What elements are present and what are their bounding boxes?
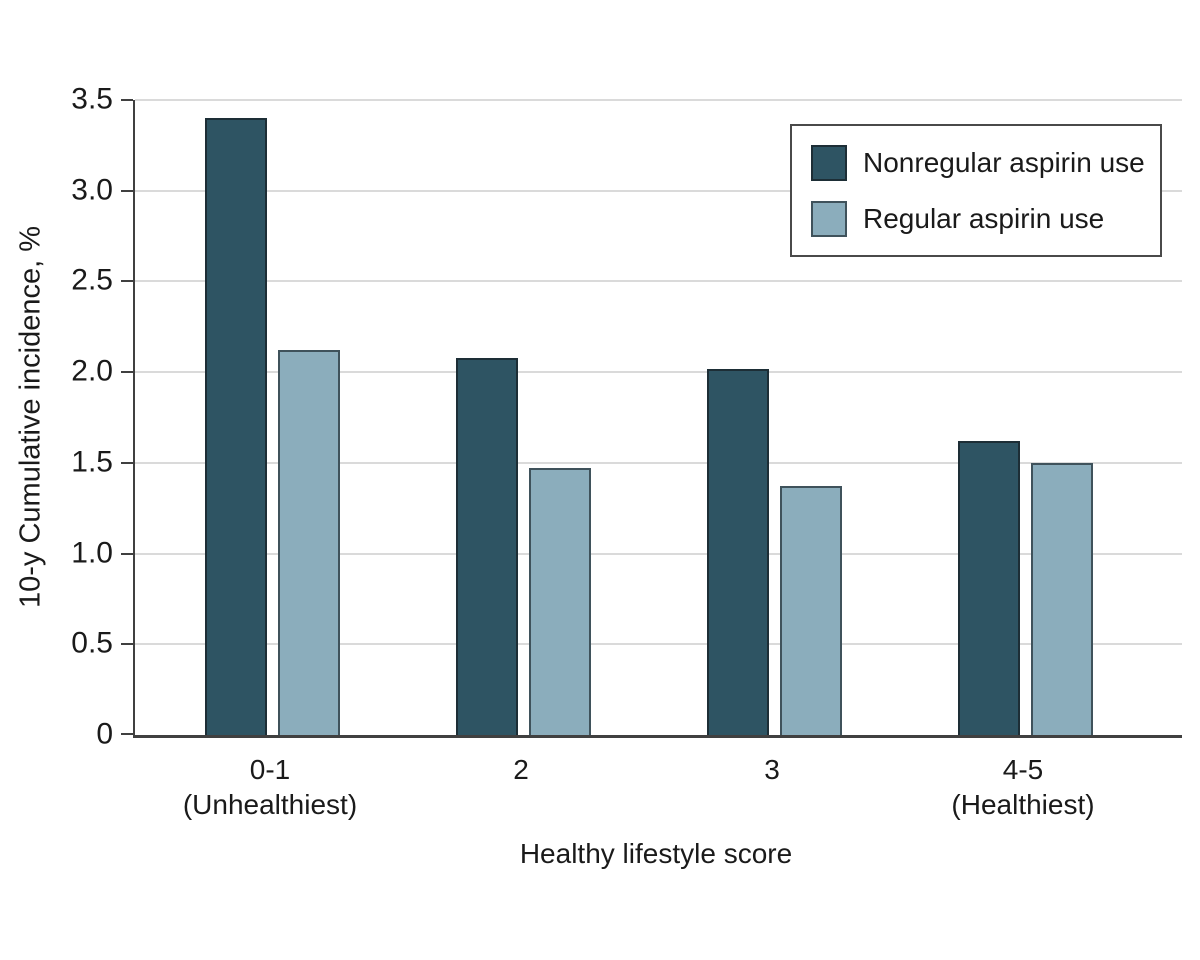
x-category-label-3: 3 — [764, 752, 780, 787]
bar-nonregular-0-1 — [204, 118, 267, 735]
bar-regular-4-5 — [1030, 462, 1093, 735]
y-tick-label-2.5: 2.5 — [71, 263, 113, 297]
bar-regular-3 — [779, 486, 842, 735]
bar-nonregular-2 — [455, 357, 518, 735]
x-tick-label-4-5: 4-5 — [1002, 754, 1044, 785]
x-tick-label-2: 2 — [513, 754, 529, 785]
x-tick-sublabel-4-5: (Healthiest) — [951, 789, 1095, 820]
y-tick-3.5 — [121, 99, 133, 101]
x-axis-title: Healthy lifestyle score — [519, 838, 793, 869]
y-tick-label-2.0: 2.0 — [71, 354, 113, 388]
gridline-3.0 — [135, 189, 1182, 192]
gridline-2.5 — [135, 280, 1182, 283]
x-tick-label-0-1: 0-1 — [249, 754, 291, 785]
y-tick-1.0 — [121, 552, 133, 555]
x-category-label-4-5: 4-5 (Healthiest) — [951, 752, 1094, 822]
y-tick-label-1.0: 1.0 — [71, 535, 113, 569]
legend-swatch-regular — [811, 200, 847, 237]
gridline-1.5 — [135, 461, 1182, 464]
y-tick-label-0.5: 0.5 — [71, 626, 113, 660]
legend-box: Nonregular aspirin use Regular aspirin u… — [790, 124, 1162, 257]
y-tick-0.5 — [121, 643, 133, 646]
x-category-label-2: 2 — [513, 752, 529, 787]
y-tick-0 — [121, 733, 133, 735]
legend-item-nonregular: Nonregular aspirin use — [811, 144, 1160, 181]
bar-nonregular-4-5 — [957, 441, 1020, 735]
y-axis-title: 10-y Cumulative incidence, % — [14, 225, 47, 609]
x-tick-sublabel-0-1: (Unhealthiest) — [182, 789, 358, 820]
legend-item-regular: Regular aspirin use — [811, 200, 1160, 237]
x-category-label-0-1: 0-1 (Unhealthiest) — [183, 752, 357, 822]
legend-swatch-nonregular — [811, 144, 847, 181]
plot-area: 0 0.5 1.0 1.5 2.0 2.5 3.0 3.5 — [71, 84, 1182, 749]
gridline-2.0 — [135, 371, 1182, 374]
y-tick-label-3.5: 3.5 — [71, 82, 113, 116]
y-tick-label-1.5: 1.5 — [71, 445, 113, 479]
legend-label-nonregular: Nonregular aspirin use — [863, 146, 1145, 178]
gridline-0.5 — [135, 643, 1182, 646]
x-tick-label-3: 3 — [764, 754, 780, 785]
legend-label-regular: Regular aspirin use — [863, 202, 1105, 234]
gridline-3.5 — [135, 99, 1182, 101]
y-tick-label-0: 0 — [96, 717, 113, 751]
bar-regular-0-1 — [277, 350, 340, 735]
y-tick-2.0 — [121, 371, 133, 374]
bar-nonregular-3 — [706, 368, 769, 735]
y-tick-3.0 — [121, 189, 133, 192]
gridline-1.0 — [135, 552, 1182, 555]
y-tick-1.5 — [121, 461, 133, 464]
y-tick-2.5 — [121, 280, 133, 283]
bar-regular-2 — [528, 468, 591, 735]
y-tick-label-3.0: 3.0 — [71, 173, 113, 207]
